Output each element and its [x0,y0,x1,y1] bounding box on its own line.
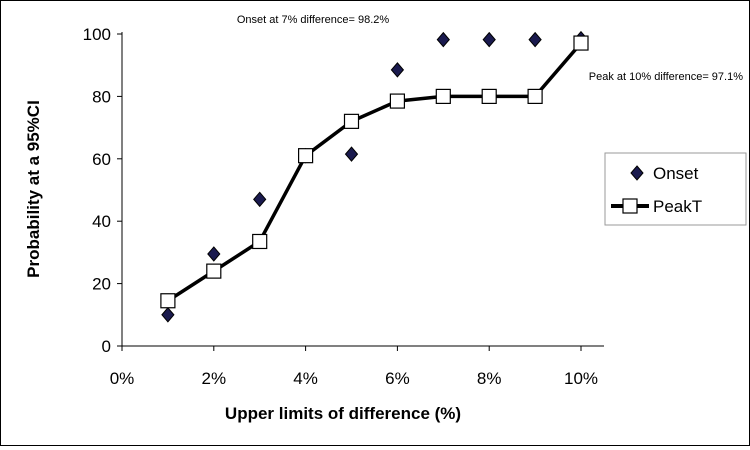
data-point-peakt [298,148,314,164]
data-point-peakt [481,88,497,105]
annotation-onset: Onset at 7% difference= 98.2% [237,14,390,26]
x-tick-label: 4% [293,369,318,388]
data-point-onset [253,191,267,208]
x-tick-label: 8% [477,369,502,388]
data-point-onset [436,31,450,48]
legend: Onset PeakT [604,152,747,226]
legend-item-peakt: PeakT [611,197,702,216]
annotation-peak: Peak at 10% difference= 97.1% [589,71,743,83]
series-onset [161,30,588,323]
series-line-peakt [166,41,583,303]
data-point-onset [161,307,175,323]
x-axis-ticks: 0% 2% 4% 6% 8% 10% [110,346,598,388]
data-point-peakt [435,88,451,105]
data-point-onset [390,62,405,78]
legend-peakt-label: PeakT [653,197,702,216]
data-point-onset [482,31,496,48]
y-axis-ticks: 0 20 40 60 80 100 [83,25,122,356]
data-point-peakt [527,88,543,105]
legend-peakt-marker [622,198,638,214]
data-point-peakt [389,93,405,109]
y-tick-label: 40 [92,212,111,231]
annotations: Onset at 7% difference= 98.2% Peak at 10%… [237,14,743,83]
series-peakt [160,35,589,309]
data-point-onset [528,31,542,48]
data-point-peakt [160,293,176,309]
x-tick-label: 6% [385,369,410,388]
x-tick-label: 0% [110,369,135,388]
axes [121,32,604,347]
data-point-onset [207,246,221,262]
data-point-peakt [252,233,268,250]
y-tick-label: 80 [92,87,111,106]
data-point-peakt [206,263,222,279]
legend-item-onset: Onset [630,164,699,183]
legend-onset-label: Onset [653,164,699,183]
x-axis-title: Upper limits of difference (%) [225,404,461,423]
legend-onset-marker [630,165,644,181]
y-tick-label: 60 [92,150,111,169]
x-tick-label: 2% [202,369,227,388]
series-layer [160,30,589,323]
y-tick-label: 20 [92,275,111,294]
y-tick-label: 0 [102,337,111,356]
data-point-peakt [573,35,589,51]
data-point-onset [344,146,359,162]
y-tick-label: 100 [83,25,111,44]
data-point-peakt [343,113,360,129]
y-axis-title: Probability at a 95%CI [24,100,43,278]
x-tick-label: 10% [564,369,598,388]
